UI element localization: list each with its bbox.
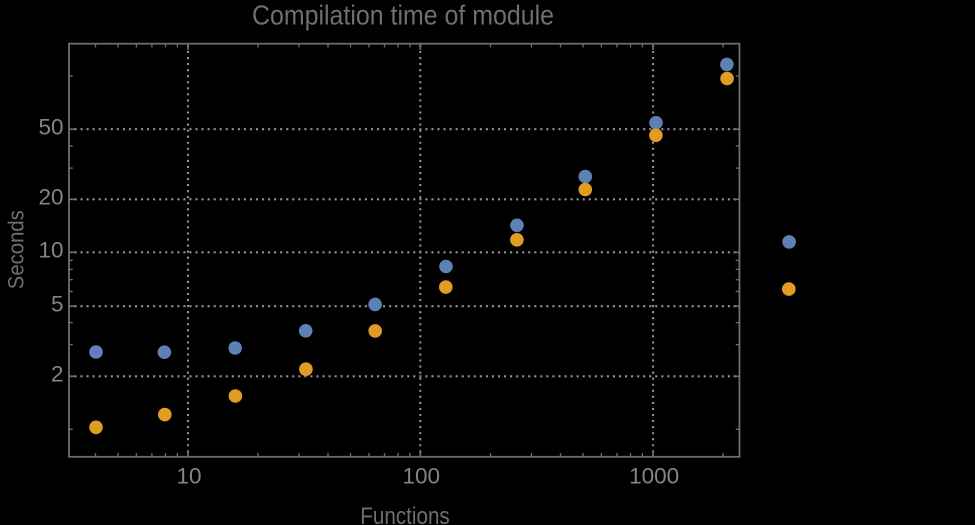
svg-text:Compilation time of module: Compilation time of module [252, 0, 554, 30]
svg-text:Functions: Functions [360, 503, 450, 525]
svg-text:20: 20 [38, 185, 63, 210]
svg-text:100: 100 [403, 464, 441, 489]
svg-text:1000: 1000 [629, 464, 679, 489]
svg-text:5: 5 [51, 292, 64, 317]
svg-text:Seconds: Seconds [4, 210, 29, 289]
svg-text:2: 2 [51, 362, 64, 387]
svg-text:10: 10 [38, 238, 63, 263]
svg-text:50: 50 [38, 115, 63, 140]
svg-text:10: 10 [176, 464, 201, 489]
